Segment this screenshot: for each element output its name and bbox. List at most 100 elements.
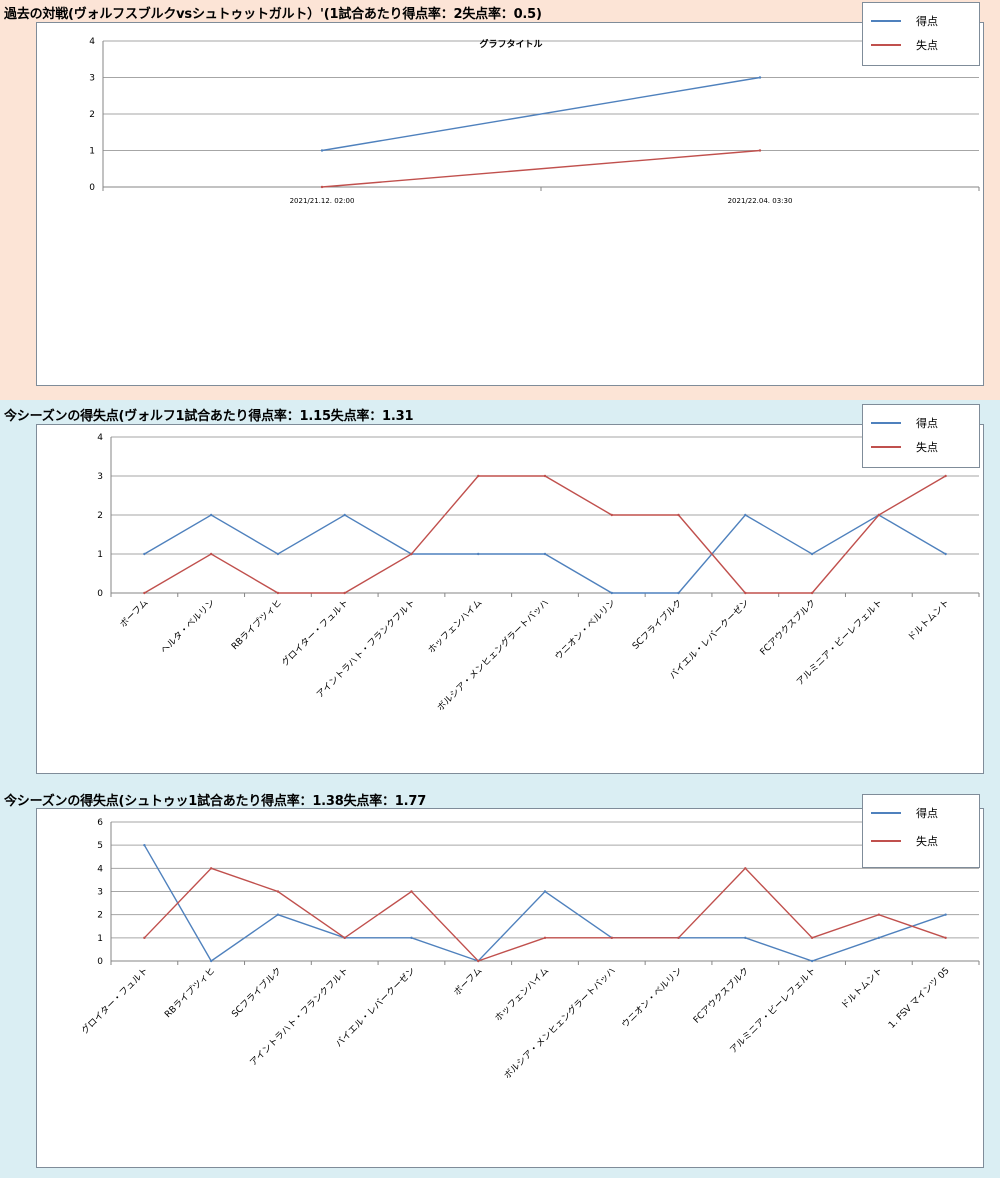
y-tick-label: 1 [97,550,103,560]
data-point-conceded[interactable] [410,890,413,893]
y-tick-label: 2 [97,911,103,921]
data-point-goals[interactable] [209,959,213,963]
x-category-label: グロイター・フュルト [279,597,351,669]
legend-swatch-goals [871,812,901,814]
legend-swatch-conceded [871,44,901,46]
series-line-goals[interactable] [321,76,761,152]
data-point-conceded[interactable] [477,959,480,963]
y-tick-label: 1 [97,934,103,944]
chart-1-legend[interactable]: 得点 失点 [862,2,980,66]
data-point-goals[interactable] [944,552,947,556]
data-point-goals[interactable] [810,959,814,963]
chart-area-3[interactable]: 0 1 2 3 4 5 6 グロイター・フュルト RBライプツィヒ SCフライブルク アイントラハト… [36,808,984,1168]
data-point-conceded[interactable] [320,185,324,189]
data-point-conceded[interactable] [877,513,881,517]
y-tick-label: 0 [97,957,103,967]
x-category-label: ドルトムント [839,965,885,1011]
x-category-label: FCアウクスブルク [690,965,751,1026]
y-tick-label: 3 [97,472,103,482]
data-point-conceded[interactable] [810,591,814,595]
series-line-conceded[interactable] [321,149,761,188]
x-category-label: 1. FSV マインツ 05 [887,966,952,1031]
x-category-label: ボーフム [118,597,151,630]
data-point-conceded[interactable] [276,591,280,595]
data-point-goals[interactable] [209,513,213,517]
data-point-goals[interactable] [677,591,680,595]
legend-label-goals: 得点 [916,15,938,28]
data-point-goals[interactable] [143,843,146,847]
data-point-conceded[interactable] [410,552,413,556]
data-point-conceded[interactable] [477,474,480,478]
data-point-conceded[interactable] [677,936,680,940]
data-point-goals[interactable] [877,936,881,940]
data-point-goals[interactable] [944,913,947,916]
data-point-goals[interactable] [744,936,747,940]
data-point-conceded[interactable] [758,149,762,152]
data-point-conceded[interactable] [610,936,613,940]
section-title-1: 過去の対戦(ヴォルフスブルクvsシュトゥットガルト）'(1試合あたり得点率：2失… [4,7,542,22]
y-tick-label: 3 [89,74,95,84]
chart-title: グラフタイトル [479,38,542,50]
x-category-label: RBライプツィヒ [229,597,284,652]
data-point-conceded[interactable] [143,591,146,595]
legend-swatch-goals [871,422,901,424]
data-point-goals[interactable] [543,552,547,556]
y-tick-label: 1 [89,147,95,157]
data-point-goals[interactable] [143,552,146,556]
data-point-conceded[interactable] [343,936,346,940]
legend-label-goals: 得点 [916,807,938,820]
data-point-conceded[interactable] [209,867,213,870]
data-point-conceded[interactable] [677,513,680,517]
data-point-conceded[interactable] [276,890,280,893]
data-point-conceded[interactable] [944,936,947,940]
data-point-goals[interactable] [276,913,280,916]
legend-label-conceded: 失点 [916,441,938,454]
series-line-goals[interactable] [143,844,946,963]
chart-2-legend[interactable]: 得点 失点 [862,404,980,468]
x-category-label: ホッフェンハイム [493,965,551,1023]
data-point-conceded[interactable] [610,513,613,517]
data-point-conceded[interactable] [543,936,547,940]
data-point-conceded[interactable] [877,913,881,916]
x-category-label: ドルトムント [906,597,952,643]
chart-area-1[interactable]: 0 1 2 3 4 2021/21.12. 02:00 2021/22.04. 03:30 グ… [36,22,984,386]
section-title-2: 今シーズンの得失点(ヴォルフ1試合あたり得点率：1.15失点率：1.31 [4,409,414,424]
data-point-goals[interactable] [320,149,324,152]
y-tick-label: 2 [89,110,95,120]
data-point-conceded[interactable] [744,867,747,870]
data-point-goals[interactable] [810,552,814,556]
legend-swatch-conceded [871,446,901,448]
x-category-label: ボルシア・メンヒェングラートバッハ [434,597,551,714]
data-point-goals[interactable] [276,552,280,556]
legend-label-goals: 得点 [916,417,938,430]
data-point-goals[interactable] [543,890,547,893]
y-tick-label: 6 [97,818,103,828]
x-category-label: 2021/22.04. 03:30 [728,197,793,205]
data-point-goals[interactable] [758,76,762,79]
data-point-goals[interactable] [410,936,413,940]
data-point-goals[interactable] [477,552,480,556]
data-point-goals[interactable] [610,591,613,595]
x-category-label: FCアウクスブルク [757,597,818,658]
data-point-conceded[interactable] [543,474,547,478]
data-point-goals[interactable] [744,513,747,517]
chart-area-2[interactable]: 0 1 2 3 4 ボーフム ヘルタ・ベルリン RBライプツィヒ グロイター・フュルト アイントラ… [36,424,984,774]
data-point-conceded[interactable] [209,552,213,556]
chart-3-legend[interactable]: 得点 失点 [862,794,980,868]
data-point-goals[interactable] [343,513,346,517]
data-point-conceded[interactable] [810,936,814,940]
chart-1-plot: 0 1 2 3 4 2021/21.12. 02:00 2021/22.04. 03:30 グ… [89,37,980,205]
data-point-conceded[interactable] [143,936,146,940]
legend-label-conceded: 失点 [916,835,938,848]
x-category-label: ボーフム [452,965,485,998]
x-category-label: ホッフェンハイム [426,597,484,655]
y-tick-label: 2 [97,511,103,521]
data-point-conceded[interactable] [944,474,947,478]
data-point-conceded[interactable] [744,591,747,595]
legend-label-conceded: 失点 [916,39,938,52]
y-tick-label: 4 [97,864,103,874]
series-line-conceded[interactable] [144,475,946,594]
data-point-conceded[interactable] [343,591,346,595]
section-title-3: 今シーズンの得失点(シュトゥッ1試合あたり得点率：1.38失点率：1.77 [4,794,427,809]
